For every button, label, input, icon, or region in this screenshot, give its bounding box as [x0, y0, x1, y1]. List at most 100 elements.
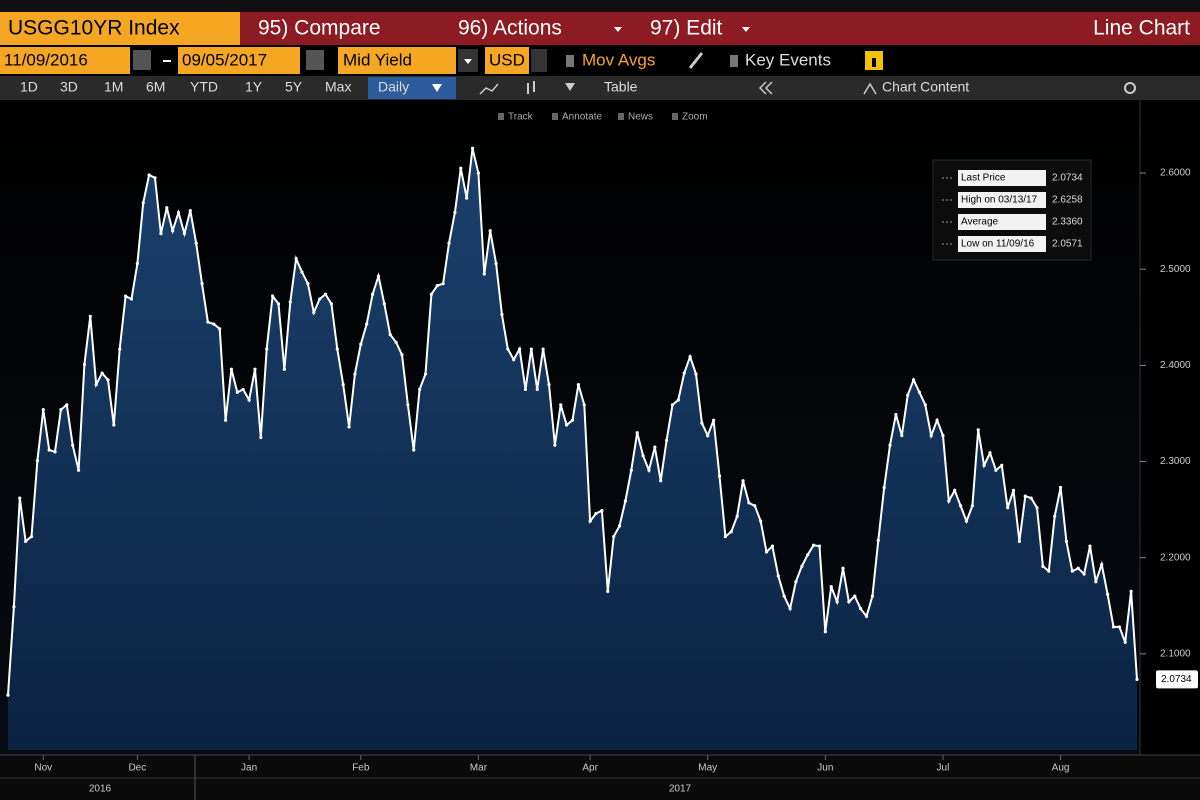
range-button[interactable]: 1Y [245, 79, 263, 95]
range-button[interactable]: 3D [60, 79, 78, 95]
pencil-icon[interactable] [688, 52, 704, 69]
point [682, 371, 686, 375]
point [135, 261, 139, 266]
period[interactable]: Daily [378, 79, 409, 95]
currency-dropdown[interactable] [531, 49, 547, 72]
tool-icon[interactable] [672, 113, 678, 120]
point [223, 418, 228, 422]
point [535, 387, 539, 392]
tool-button[interactable]: Track [508, 112, 534, 123]
point [770, 544, 775, 548]
point [382, 302, 386, 306]
menu-compare[interactable]: 95) Compare [258, 17, 381, 40]
key-events[interactable]: Key Events [745, 50, 831, 69]
point [112, 423, 116, 427]
point [1035, 506, 1039, 510]
tool-icon[interactable] [498, 113, 504, 120]
range-button[interactable]: Max [325, 79, 351, 95]
point [482, 272, 486, 276]
tool-button[interactable]: Zoom [682, 112, 708, 123]
chart-type-icon[interactable] [479, 83, 499, 95]
legend-value: 2.6258 [1052, 195, 1083, 206]
end-date-box[interactable] [178, 47, 300, 74]
gear-icon[interactable] [1124, 82, 1136, 94]
point [1105, 592, 1110, 596]
field[interactable]: Mid Yield [343, 50, 412, 69]
point [276, 302, 281, 306]
point [888, 443, 892, 447]
point [71, 443, 75, 447]
ticker[interactable]: USGG10YR Index [8, 17, 180, 40]
ticker-box[interactable] [0, 12, 240, 45]
point [970, 504, 974, 508]
start-date-box[interactable] [0, 47, 130, 74]
point [870, 594, 874, 598]
year-label: 2016 [89, 784, 112, 795]
point [747, 501, 751, 505]
tool-button[interactable]: Annotate [562, 112, 602, 123]
collapse-icon[interactable] [758, 81, 767, 95]
menu-edit[interactable]: 97) Edit [650, 17, 723, 40]
x-tick-label: Apr [582, 763, 598, 774]
point [1094, 580, 1098, 584]
end-date[interactable]: 09/05/2017 [182, 50, 267, 69]
period-box[interactable] [368, 77, 456, 99]
point [88, 314, 92, 318]
point [670, 403, 675, 407]
calendar-icon[interactable] [133, 50, 151, 70]
range-button[interactable]: 5Y [285, 79, 303, 95]
range-button[interactable]: 1M [104, 79, 123, 95]
point [106, 378, 110, 382]
point [335, 347, 339, 351]
point [788, 607, 792, 611]
point [124, 294, 128, 298]
point [12, 605, 16, 609]
point [294, 257, 298, 261]
currency[interactable]: USD [489, 50, 525, 69]
point [165, 206, 169, 210]
range-button[interactable]: 6M [146, 79, 165, 95]
content-icon[interactable] [863, 82, 877, 95]
point [988, 451, 992, 455]
tool-button[interactable]: News [628, 112, 653, 123]
bar-icon[interactable] [533, 81, 535, 92]
point [958, 504, 963, 508]
point [347, 425, 351, 429]
point [188, 208, 192, 213]
tool-icon[interactable] [552, 113, 558, 120]
point [723, 534, 727, 539]
mov-avgs[interactable]: Mov Avgs [582, 50, 655, 69]
range-button[interactable]: YTD [190, 79, 218, 95]
point [847, 600, 851, 604]
field-box[interactable] [338, 47, 456, 74]
point [641, 454, 645, 458]
point [1000, 463, 1004, 467]
collapse-icon[interactable] [764, 81, 773, 95]
point [894, 412, 898, 417]
currency-box[interactable] [485, 47, 529, 74]
menu-actions[interactable]: 96) Actions [458, 17, 562, 40]
legend-label: High on 03/13/17 [961, 195, 1038, 206]
point [288, 300, 292, 304]
range-button[interactable]: 1D [20, 79, 38, 95]
calendar-icon[interactable] [306, 50, 324, 70]
toggle-icon[interactable] [730, 55, 738, 67]
point [1123, 640, 1127, 644]
bar-icon[interactable] [527, 83, 529, 94]
toggle-icon[interactable] [566, 55, 574, 67]
point [194, 241, 198, 245]
point [323, 292, 328, 296]
point [341, 383, 345, 387]
chart-content[interactable]: Chart Content [882, 79, 969, 95]
point [312, 310, 316, 315]
tool-icon[interactable] [618, 113, 624, 120]
table-button[interactable]: Table [604, 79, 638, 95]
point [841, 566, 845, 570]
start-date[interactable]: 11/09/2016 [4, 50, 88, 69]
point [929, 433, 933, 438]
point [1029, 496, 1033, 500]
point [418, 387, 422, 392]
point [453, 210, 457, 215]
point [412, 448, 416, 452]
point [53, 450, 57, 454]
